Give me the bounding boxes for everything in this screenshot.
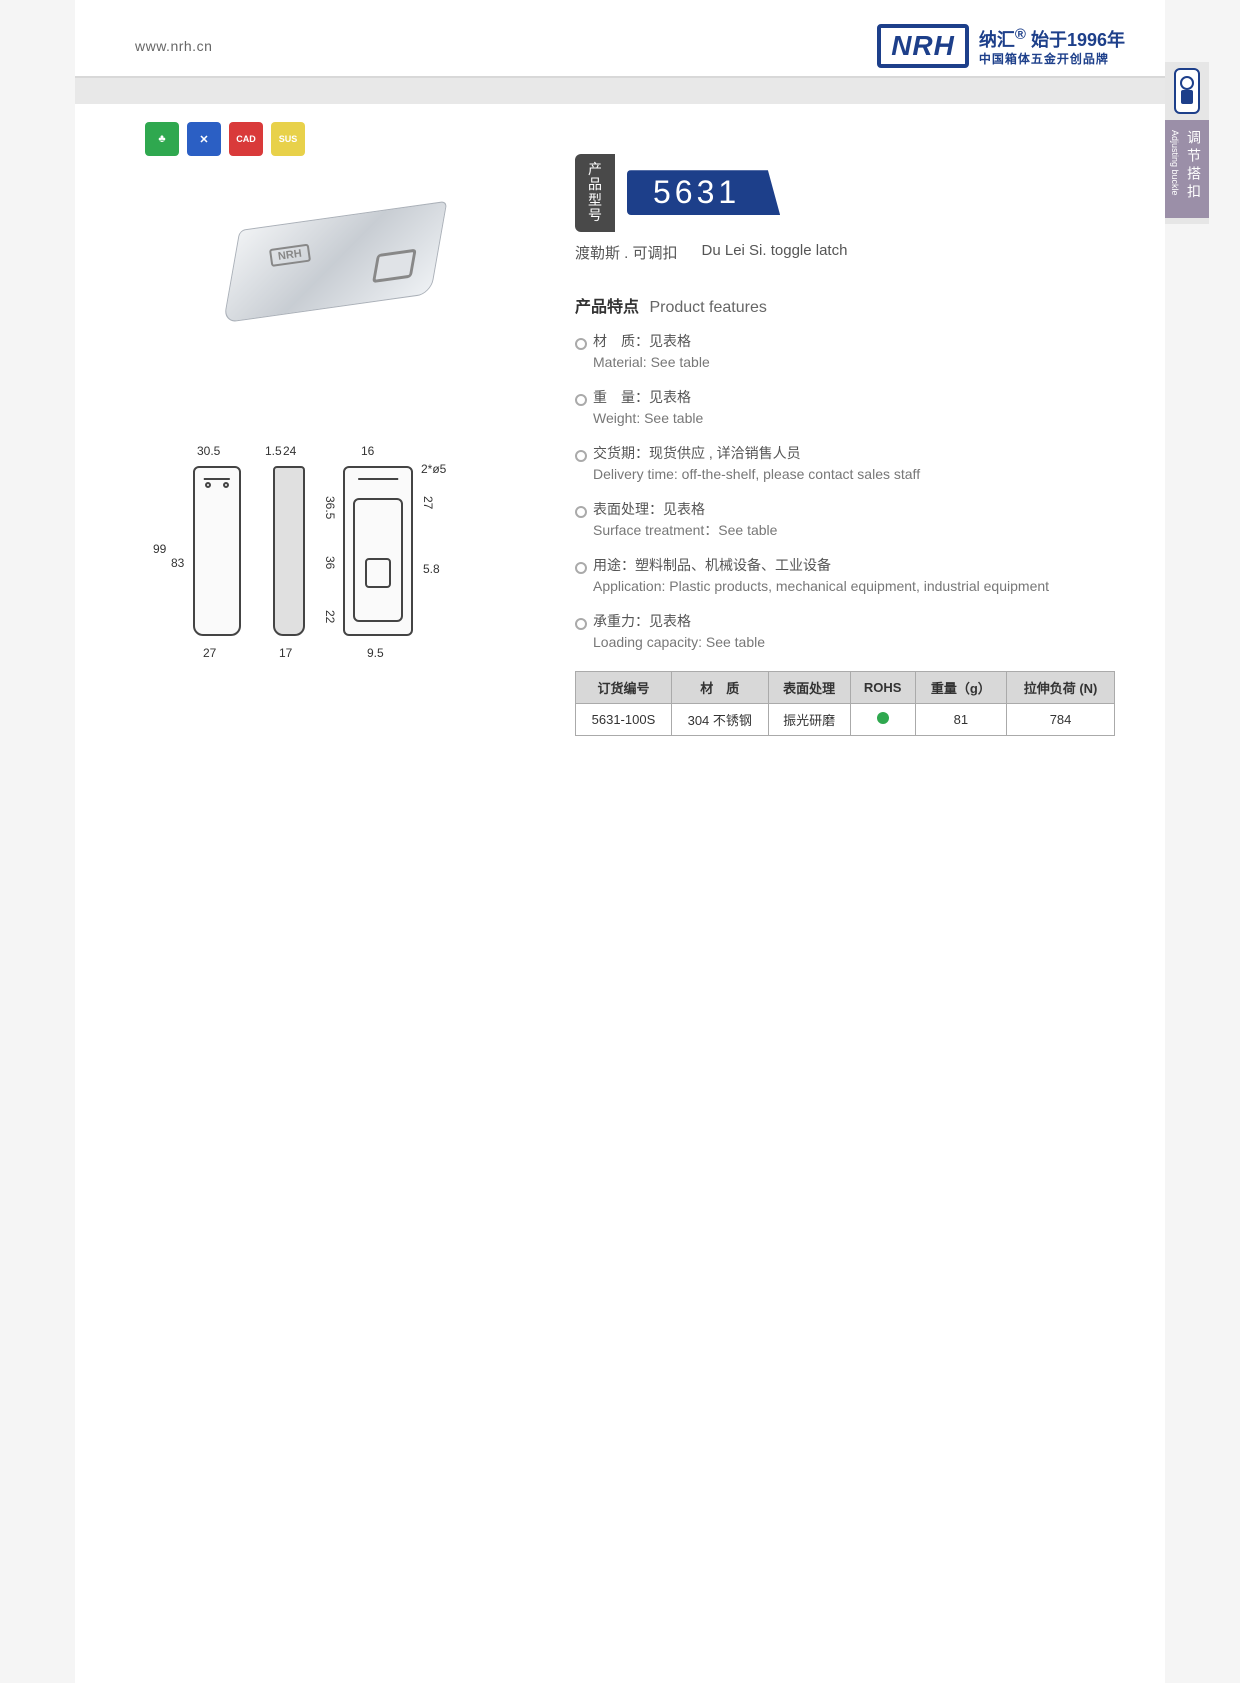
td-rohs — [850, 703, 915, 735]
dim-h365: 36.5 — [323, 496, 337, 519]
model-header: 产品 型号 5631 — [575, 154, 1115, 232]
header-shade — [75, 78, 1165, 104]
site-url[interactable]: www.nrh.cn — [135, 38, 212, 54]
td-material: 304 不锈钢 — [671, 703, 768, 735]
category-en: Adjusting buckle — [1170, 130, 1180, 202]
dim-hole: 2*ø5 — [421, 462, 446, 476]
spec-table: 订货编号 材 质 表面处理 ROHS 重量（g） 拉伸负荷 (N) 5631-1… — [575, 671, 1115, 736]
dim-w1: 30.5 — [197, 444, 220, 458]
model-number: 5631 — [627, 170, 780, 215]
right-column: 产品 型号 5631 渡勒斯 . 可调扣 Du Lei Si. toggle l… — [575, 122, 1115, 736]
th-load: 拉伸负荷 (N) — [1007, 671, 1115, 703]
dim-h22: 22 — [323, 610, 337, 623]
brand-cn: 纳汇 — [979, 30, 1015, 50]
feature-item: 承重力：见表格Loading capacity: See table — [575, 611, 1115, 653]
feature-item: 交货期：现货供应 , 详洽销售人员Delivery time: off-the-… — [575, 443, 1115, 485]
th-material: 材 质 — [671, 671, 768, 703]
dim-58: 5.8 — [423, 562, 440, 576]
cad-icon: CAD — [229, 122, 263, 156]
features-title-en: Product features — [649, 299, 766, 316]
table-header-row: 订货编号 材 质 表面处理 ROHS 重量（g） 拉伸负荷 (N) — [576, 671, 1115, 703]
dim-h36: 36 — [323, 556, 337, 569]
dim-gap: 1.5 — [265, 444, 282, 458]
logo-line1: 纳汇® 始于1996年 — [979, 26, 1125, 52]
side-category-tab: Adjusting buckle 调节搭扣 — [1165, 62, 1209, 224]
dim-w2b: 17 — [279, 646, 292, 660]
dim-w3: 16 — [361, 444, 374, 458]
feature-item: 重 量：见表格Weight: See table — [575, 387, 1115, 429]
technical-drawing: 30.5 1.5 24 16 2*ø5 99 83 36.5 36 22 27 … — [145, 426, 505, 686]
since-label: 始于 — [1031, 30, 1067, 50]
dim-w1b: 27 — [203, 646, 216, 660]
tools-icon: ✕ — [187, 122, 221, 156]
dim-h99: 99 — [153, 542, 166, 556]
feature-item: 表面处理：见表格Surface treatment：See table — [575, 499, 1115, 541]
badge-row: ♣ ✕ CAD SUS — [145, 122, 545, 156]
model-subtitle: 渡勒斯 . 可调扣 Du Lei Si. toggle latch — [575, 242, 1115, 263]
features-title-cn: 产品特点 — [575, 299, 639, 316]
td-code: 5631-100S — [576, 703, 672, 735]
td-load: 784 — [1007, 703, 1115, 735]
td-surface: 振光研磨 — [768, 703, 850, 735]
eco-icon: ♣ — [145, 122, 179, 156]
dim-h27: 27 — [421, 496, 435, 509]
rohs-dot-icon — [877, 712, 889, 724]
reg-mark: ® — [1015, 26, 1026, 43]
left-column: ♣ ✕ CAD SUS NRH 30.5 1.5 24 16 2*ø5 — [145, 122, 545, 736]
dim-w2: 24 — [283, 444, 296, 458]
th-surface: 表面处理 — [768, 671, 850, 703]
feature-item: 用途：塑料制品、机械设备、工业设备Application: Plastic pr… — [575, 555, 1115, 597]
features-list: 材 质：见表格Material: See table 重 量：见表格Weight… — [575, 331, 1115, 653]
features-heading: 产品特点 Product features — [575, 293, 1115, 317]
table-row: 5631-100S 304 不锈钢 振光研磨 81 784 — [576, 703, 1115, 735]
series-en: Du Lei Si. toggle latch — [702, 242, 848, 263]
model-label: 产品 型号 — [575, 154, 615, 232]
dim-h83: 83 — [171, 556, 184, 570]
td-weight: 81 — [915, 703, 1007, 735]
category-latch-icon — [1174, 68, 1200, 114]
product-render: NRH — [195, 186, 495, 406]
tagline: 中国箱体五金开创品牌 — [979, 52, 1125, 66]
th-code: 订货编号 — [576, 671, 672, 703]
category-cn: 调节搭扣 — [1184, 130, 1204, 202]
brand-logo: NRH 纳汇® 始于1996年 中国箱体五金开创品牌 — [877, 24, 1125, 68]
since-year: 1996年 — [1067, 30, 1125, 50]
th-rohs: ROHS — [850, 671, 915, 703]
feature-item: 材 质：见表格Material: See table — [575, 331, 1115, 373]
sus-icon: SUS — [271, 122, 305, 156]
dim-w3b: 9.5 — [367, 646, 384, 660]
render-brand-stamp: NRH — [269, 244, 311, 267]
series-cn: 渡勒斯 . 可调扣 — [575, 242, 678, 263]
header-bar: www.nrh.cn NRH 纳汇® 始于1996年 中国箱体五金开创品牌 — [75, 0, 1165, 78]
th-weight: 重量（g） — [915, 671, 1007, 703]
logo-mark: NRH — [877, 24, 969, 68]
